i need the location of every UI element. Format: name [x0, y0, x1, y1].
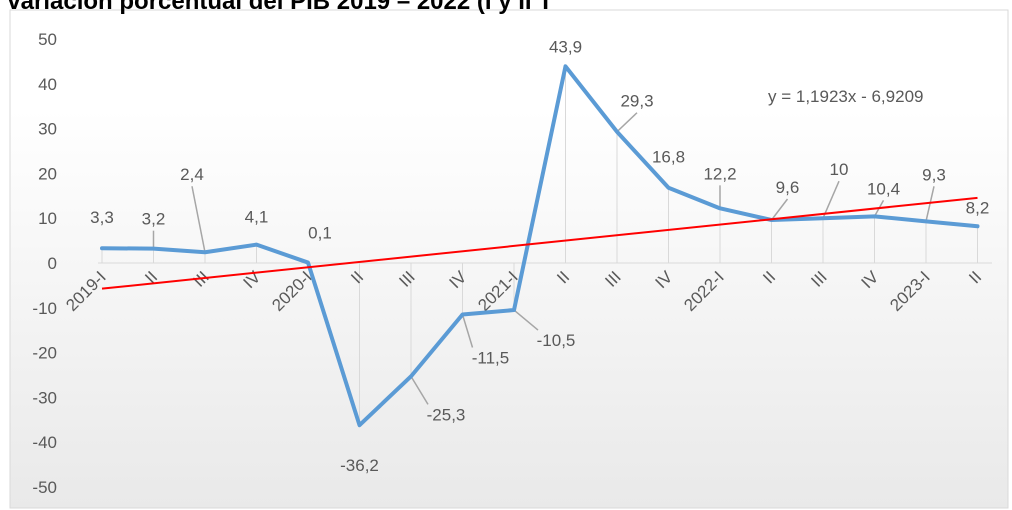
data-label: 4,1	[245, 208, 269, 227]
leader-line	[191, 186, 206, 253]
leader-line	[410, 375, 429, 405]
data-label: 10	[830, 160, 849, 179]
data-label: 3,3	[90, 208, 114, 227]
y-tick-label: 20	[38, 164, 57, 183]
leader-line	[925, 186, 935, 222]
y-tick-label: 0	[48, 254, 57, 273]
y-tick-label: -30	[32, 388, 57, 407]
y-tick-label: -20	[32, 344, 57, 363]
data-label: 10,4	[867, 179, 900, 198]
data-label: 12,2	[703, 164, 736, 183]
y-tick-label: 50	[38, 30, 57, 49]
trendline-equation: y = 1,1923x - 6,9209	[768, 87, 923, 106]
y-tick-label: -10	[32, 299, 57, 318]
trendline	[101, 196, 978, 290]
data-label: 0,1	[308, 224, 332, 243]
plot-area	[9, 9, 1009, 509]
data-label: 2,4	[180, 165, 204, 184]
y-tick-label: 40	[38, 75, 57, 94]
y-tick-label: 10	[38, 209, 57, 228]
leader-line	[616, 112, 638, 133]
data-label: -10,5	[537, 331, 576, 350]
series-group	[100, 64, 980, 428]
data-label: 16,8	[652, 148, 685, 167]
data-label: 3,2	[142, 210, 166, 229]
series-line	[100, 64, 980, 428]
data-label: -36,2	[340, 456, 379, 475]
y-tick-label: -50	[32, 478, 57, 497]
leader-line	[461, 314, 474, 348]
data-label: 9,3	[922, 165, 946, 184]
data-labels: 3,3 3,2 2,4 4,1 0,1 -36,2 -25,3 -11,5 -10,5 43,9 2…	[90, 37, 989, 475]
data-label: -25,3	[427, 405, 466, 424]
leader-line	[513, 309, 539, 331]
y-tick-label: 30	[38, 120, 57, 139]
data-label: 29,3	[620, 92, 653, 111]
data-label: 43,9	[549, 37, 582, 56]
data-label: 8,2	[966, 198, 990, 217]
chart-title: o variación porcentual del PIB 2019 – 20…	[0, 0, 553, 15]
leader-line	[822, 180, 840, 219]
data-label: 9,6	[776, 178, 800, 197]
leader-line	[770, 198, 789, 221]
y-tick-label: -40	[32, 433, 57, 452]
data-label: -11,5	[472, 349, 510, 368]
